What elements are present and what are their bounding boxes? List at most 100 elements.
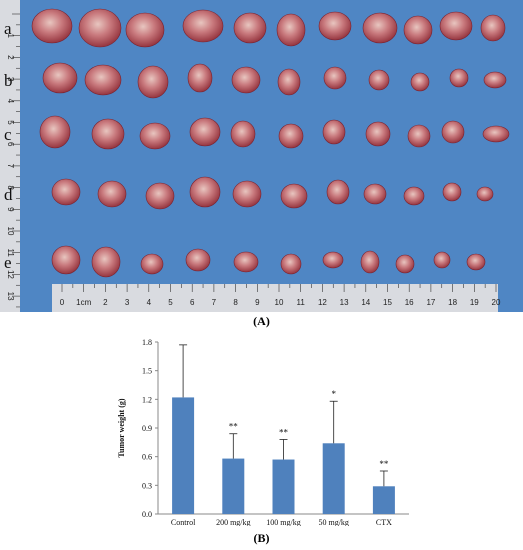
tumor-specimen (410, 72, 430, 92)
tumor-specimen (360, 250, 380, 274)
tumor-specimen (403, 15, 433, 45)
tumor-specimen (322, 251, 344, 269)
row-label-d: d (4, 185, 13, 204)
y-tick-label: 0.3 (142, 481, 152, 490)
horizontal-ruler-label: 15 (383, 298, 392, 307)
tumor-specimen (145, 182, 175, 210)
y-tick-label: 0.6 (142, 453, 152, 462)
bar-3 (322, 443, 345, 514)
tumor-specimen (442, 182, 462, 202)
tumor-specimen (39, 115, 71, 149)
tumor-photo: 1234567891011121314 01cm2345678910111213… (0, 0, 523, 312)
tumor-specimen (231, 66, 261, 94)
tumor-specimen (365, 121, 391, 147)
row-label-a: a (4, 19, 12, 38)
significance-label: ** (379, 459, 389, 469)
tumor-specimen (482, 125, 510, 143)
horizontal-ruler (52, 284, 498, 312)
horizontal-ruler-label: 19 (470, 298, 479, 307)
vertical-ruler (0, 0, 20, 312)
horizontal-ruler-label: 10 (275, 298, 284, 307)
bar-0 (172, 397, 195, 514)
tumor-weight-chart: 0.0 0.3 0.6 0.9 1.2 1.5 1.8 Tumor weight (g) Co… (117, 338, 409, 526)
x-tick-label: CTX (376, 518, 392, 526)
tumor-specimen (139, 122, 171, 150)
vertical-ruler-label: 11 (6, 249, 15, 258)
horizontal-ruler-label: 5 (168, 298, 173, 307)
tumor-specimen (280, 253, 302, 275)
tumor-specimen (137, 65, 169, 99)
tumor-specimen (187, 63, 213, 93)
tumor-specimen (182, 9, 224, 43)
horizontal-ruler-label: 9 (255, 298, 260, 307)
vertical-ruler-label: 7 (6, 164, 15, 169)
tumor-specimen (51, 245, 81, 275)
horizontal-ruler-label: 8 (233, 298, 238, 307)
tumor-specimen (42, 62, 78, 94)
vertical-ruler-label: 12 (6, 270, 15, 279)
tumor-specimen (280, 183, 308, 209)
tumor-specimen (189, 176, 221, 208)
panel-b-caption: (B) (253, 531, 270, 545)
tumor-specimen (277, 68, 301, 96)
tumor-specimen (368, 69, 390, 91)
tumor-specimen (278, 123, 304, 149)
tumor-specimen (276, 13, 306, 47)
y-tick-label: 1.2 (142, 395, 152, 404)
horizontal-ruler-label: 6 (190, 298, 195, 307)
panel-a-caption: (A) (253, 314, 270, 328)
y-tick-label: 0.0 (142, 510, 152, 519)
vertical-ruler-label: 10 (6, 227, 15, 236)
horizontal-ruler-label: 4 (147, 298, 152, 307)
horizontal-ruler-label: 13 (340, 298, 349, 307)
tumor-specimen (449, 68, 469, 88)
row-label-b: b (4, 71, 13, 90)
y-tick-label: 1.5 (142, 367, 152, 376)
horizontal-ruler-label: 1cm (76, 298, 91, 307)
tumor-specimen (483, 71, 507, 89)
tumor-specimen (189, 117, 221, 147)
tumor-specimen (31, 8, 73, 44)
tumor-specimen (140, 253, 164, 275)
tumor-specimen (322, 119, 346, 145)
bar-4 (372, 486, 395, 514)
x-tick-label: 200 mg/kg (216, 518, 250, 526)
horizontal-ruler-label: 0 (60, 298, 65, 307)
x-tick-label: 100 mg/kg (266, 518, 300, 526)
tumor-specimen (233, 12, 267, 44)
y-tick-label: 1.8 (142, 338, 152, 347)
bar-2 (272, 459, 295, 514)
horizontal-ruler-label: 11 (297, 298, 306, 307)
tumor-specimen (51, 178, 81, 206)
x-tick-label: 50 mg/kg (318, 518, 348, 526)
y-tick-label: 0.9 (142, 424, 152, 433)
significance-label: ** (229, 422, 239, 432)
horizontal-ruler-label: 12 (318, 298, 327, 307)
tumor-specimen (230, 120, 256, 148)
tumor-specimen (403, 186, 425, 206)
vertical-ruler-label: 5 (6, 120, 15, 125)
tumor-specimen (125, 12, 165, 48)
horizontal-ruler-label: 7 (212, 298, 217, 307)
vertical-ruler-label: 2 (6, 55, 15, 60)
horizontal-ruler-label: 14 (361, 298, 370, 307)
tumor-specimen (91, 118, 125, 150)
tumor-specimen (433, 251, 451, 269)
horizontal-ruler-label: 20 (492, 298, 501, 307)
horizontal-ruler-label: 2 (103, 298, 108, 307)
tumor-specimen (326, 179, 350, 205)
vertical-ruler-label: 3 (6, 77, 15, 82)
tumor-specimen (395, 254, 415, 274)
tumor-specimen (233, 251, 259, 273)
tumor-specimen (476, 186, 494, 202)
y-axis-title: Tumor weight (g) (117, 398, 126, 457)
vertical-ruler-label: 9 (6, 207, 15, 212)
tumor-specimen (439, 11, 473, 41)
vertical-ruler-label: 1 (6, 33, 15, 38)
tumor-specimen (84, 64, 122, 96)
tumor-specimen (407, 124, 431, 148)
tumor-specimen (466, 253, 486, 271)
tumor-specimen (362, 12, 398, 44)
horizontal-ruler-label: 3 (125, 298, 130, 307)
bar-1 (222, 458, 245, 514)
